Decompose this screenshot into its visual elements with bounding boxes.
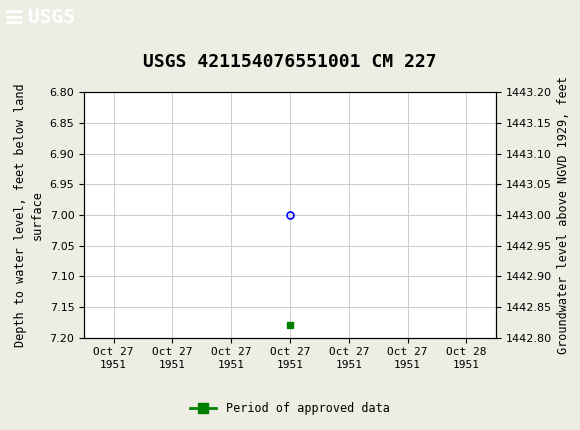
Y-axis label: Depth to water level, feet below land
surface: Depth to water level, feet below land su… [14,83,44,347]
Text: USGS 421154076551001 CM 227: USGS 421154076551001 CM 227 [143,53,437,71]
Y-axis label: Groundwater level above NGVD 1929, feet: Groundwater level above NGVD 1929, feet [557,76,570,354]
Text: ≡: ≡ [3,6,24,30]
Legend: Period of approved data: Period of approved data [186,397,394,420]
Text: USGS: USGS [28,8,75,27]
